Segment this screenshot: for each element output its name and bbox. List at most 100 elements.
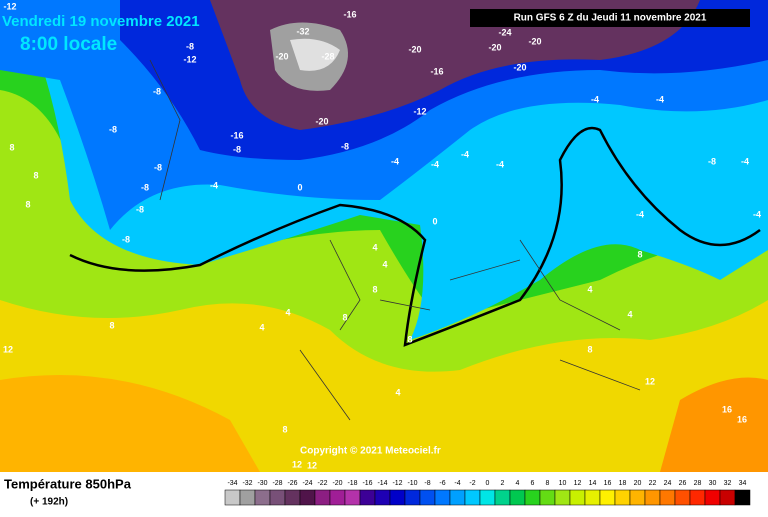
very-cold-area — [290, 38, 340, 71]
colorbar-cell — [359, 489, 376, 506]
contour-label: 8 — [282, 424, 287, 434]
contour-label: -12 — [3, 1, 16, 11]
colorbar-label: 2 — [501, 480, 505, 487]
colorbar-cell — [584, 489, 601, 506]
colorbar-cell — [524, 489, 541, 506]
colorbar-cell — [449, 489, 466, 506]
contour-label: -8 — [136, 204, 144, 214]
colorbar-cell — [734, 489, 751, 506]
colorbar-cell — [419, 489, 436, 506]
contour-label: -4 — [391, 156, 399, 166]
contour-label: -28 — [321, 51, 334, 61]
colorbar-cell — [374, 489, 391, 506]
contour-label: 8 — [372, 284, 377, 294]
colorbar-label: 22 — [649, 480, 657, 487]
contour-label: 8 — [109, 320, 114, 330]
colorbar-label: -8 — [424, 480, 430, 487]
colorbar-label: 24 — [664, 480, 672, 487]
contour-label: 4 — [382, 259, 387, 269]
colorbar-label: -16 — [362, 480, 372, 487]
contour-label: 4 — [627, 309, 632, 319]
contour-label: -4 — [210, 180, 218, 190]
colorbar-cell — [404, 489, 421, 506]
colorbar-label: -34 — [227, 480, 237, 487]
colorbar-label: -4 — [454, 480, 460, 487]
colorbar-label: -28 — [272, 480, 282, 487]
contour-label: 4 — [259, 322, 264, 332]
map — [0, 0, 768, 472]
contour-label: -4 — [753, 209, 761, 219]
contour-label: -8 — [341, 141, 349, 151]
colorbar-label: -22 — [317, 480, 327, 487]
colorbar-label: 14 — [589, 480, 597, 487]
contour-label: 12 — [292, 459, 302, 469]
contour-label: 4 — [587, 284, 592, 294]
colorbar-cell — [434, 489, 451, 506]
contour-label: 4 — [372, 242, 377, 252]
contour-label: 8 — [9, 142, 14, 152]
contour-label: 16 — [737, 414, 747, 424]
colorbar-cell — [389, 489, 406, 506]
forecast-date: Vendredi 19 novembre 2021 — [2, 13, 200, 30]
contour-label: -16 — [230, 130, 243, 140]
contour-label: 0 — [432, 216, 437, 226]
colorbar-cell — [629, 489, 646, 506]
colorbar-cell — [554, 489, 571, 506]
contour-label: 8 — [25, 199, 30, 209]
contour-label: 12 — [3, 344, 13, 354]
colorbar-cell — [689, 489, 706, 506]
warm-area — [660, 377, 768, 472]
colorbar-label: -14 — [377, 480, 387, 487]
colorbar-label: 28 — [694, 480, 702, 487]
contour-label: -4 — [496, 159, 504, 169]
colorbar-cell — [494, 489, 511, 506]
contour-label: -8 — [109, 124, 117, 134]
colorbar-cell — [539, 489, 556, 506]
contour-label: -8 — [233, 144, 241, 154]
colorbar-label: -6 — [439, 480, 445, 487]
contour-label: -20 — [488, 42, 501, 52]
colorbar-cell — [614, 489, 631, 506]
colorbar-cell — [479, 489, 496, 506]
contour-label: -20 — [528, 36, 541, 46]
colorbar-label: 30 — [709, 480, 717, 487]
colorbar-label: -12 — [392, 480, 402, 487]
colorbar-cell — [599, 489, 616, 506]
colorbar-cell — [704, 489, 721, 506]
colorbar-label: -2 — [469, 480, 475, 487]
colorbar-label: -10 — [407, 480, 417, 487]
colorbar-label: -32 — [242, 480, 252, 487]
forecast-time: 8:00 locale — [20, 34, 117, 55]
colorbar-label: 18 — [619, 480, 627, 487]
contour-label: -4 — [431, 159, 439, 169]
contour-label: -4 — [636, 209, 644, 219]
contour-label: -8 — [186, 41, 194, 51]
colorbar-label: -20 — [332, 480, 342, 487]
contour-label: -20 — [315, 116, 328, 126]
contour-label: -12 — [413, 106, 426, 116]
run-info: Run GFS 6 Z du Jeudi 11 novembre 2021 — [514, 13, 707, 24]
colorbar-label: 4 — [516, 480, 520, 487]
colorbar-cell — [569, 489, 586, 506]
colorbar-cell — [659, 489, 676, 506]
contour-label: -20 — [275, 51, 288, 61]
contour-label: -32 — [296, 26, 309, 36]
contour-label: 16 — [722, 404, 732, 414]
colorbar-label: 20 — [634, 480, 642, 487]
contour-label: -8 — [141, 182, 149, 192]
contour-label: -16 — [343, 9, 356, 19]
colorbar-label: 8 — [546, 480, 550, 487]
contour-label: -4 — [461, 149, 469, 159]
colorbar-label: -30 — [257, 480, 267, 487]
copyright: Copyright © 2021 Meteociel.fr — [300, 446, 441, 457]
colorbar-label: 0 — [486, 480, 490, 487]
contour-label: -4 — [656, 94, 664, 104]
warm-area — [0, 375, 260, 472]
contour-label: 8 — [33, 170, 38, 180]
contour-label: 8 — [587, 344, 592, 354]
contour-label: -12 — [183, 54, 196, 64]
contour-label: -4 — [741, 156, 749, 166]
contour-label: 4 — [285, 307, 290, 317]
